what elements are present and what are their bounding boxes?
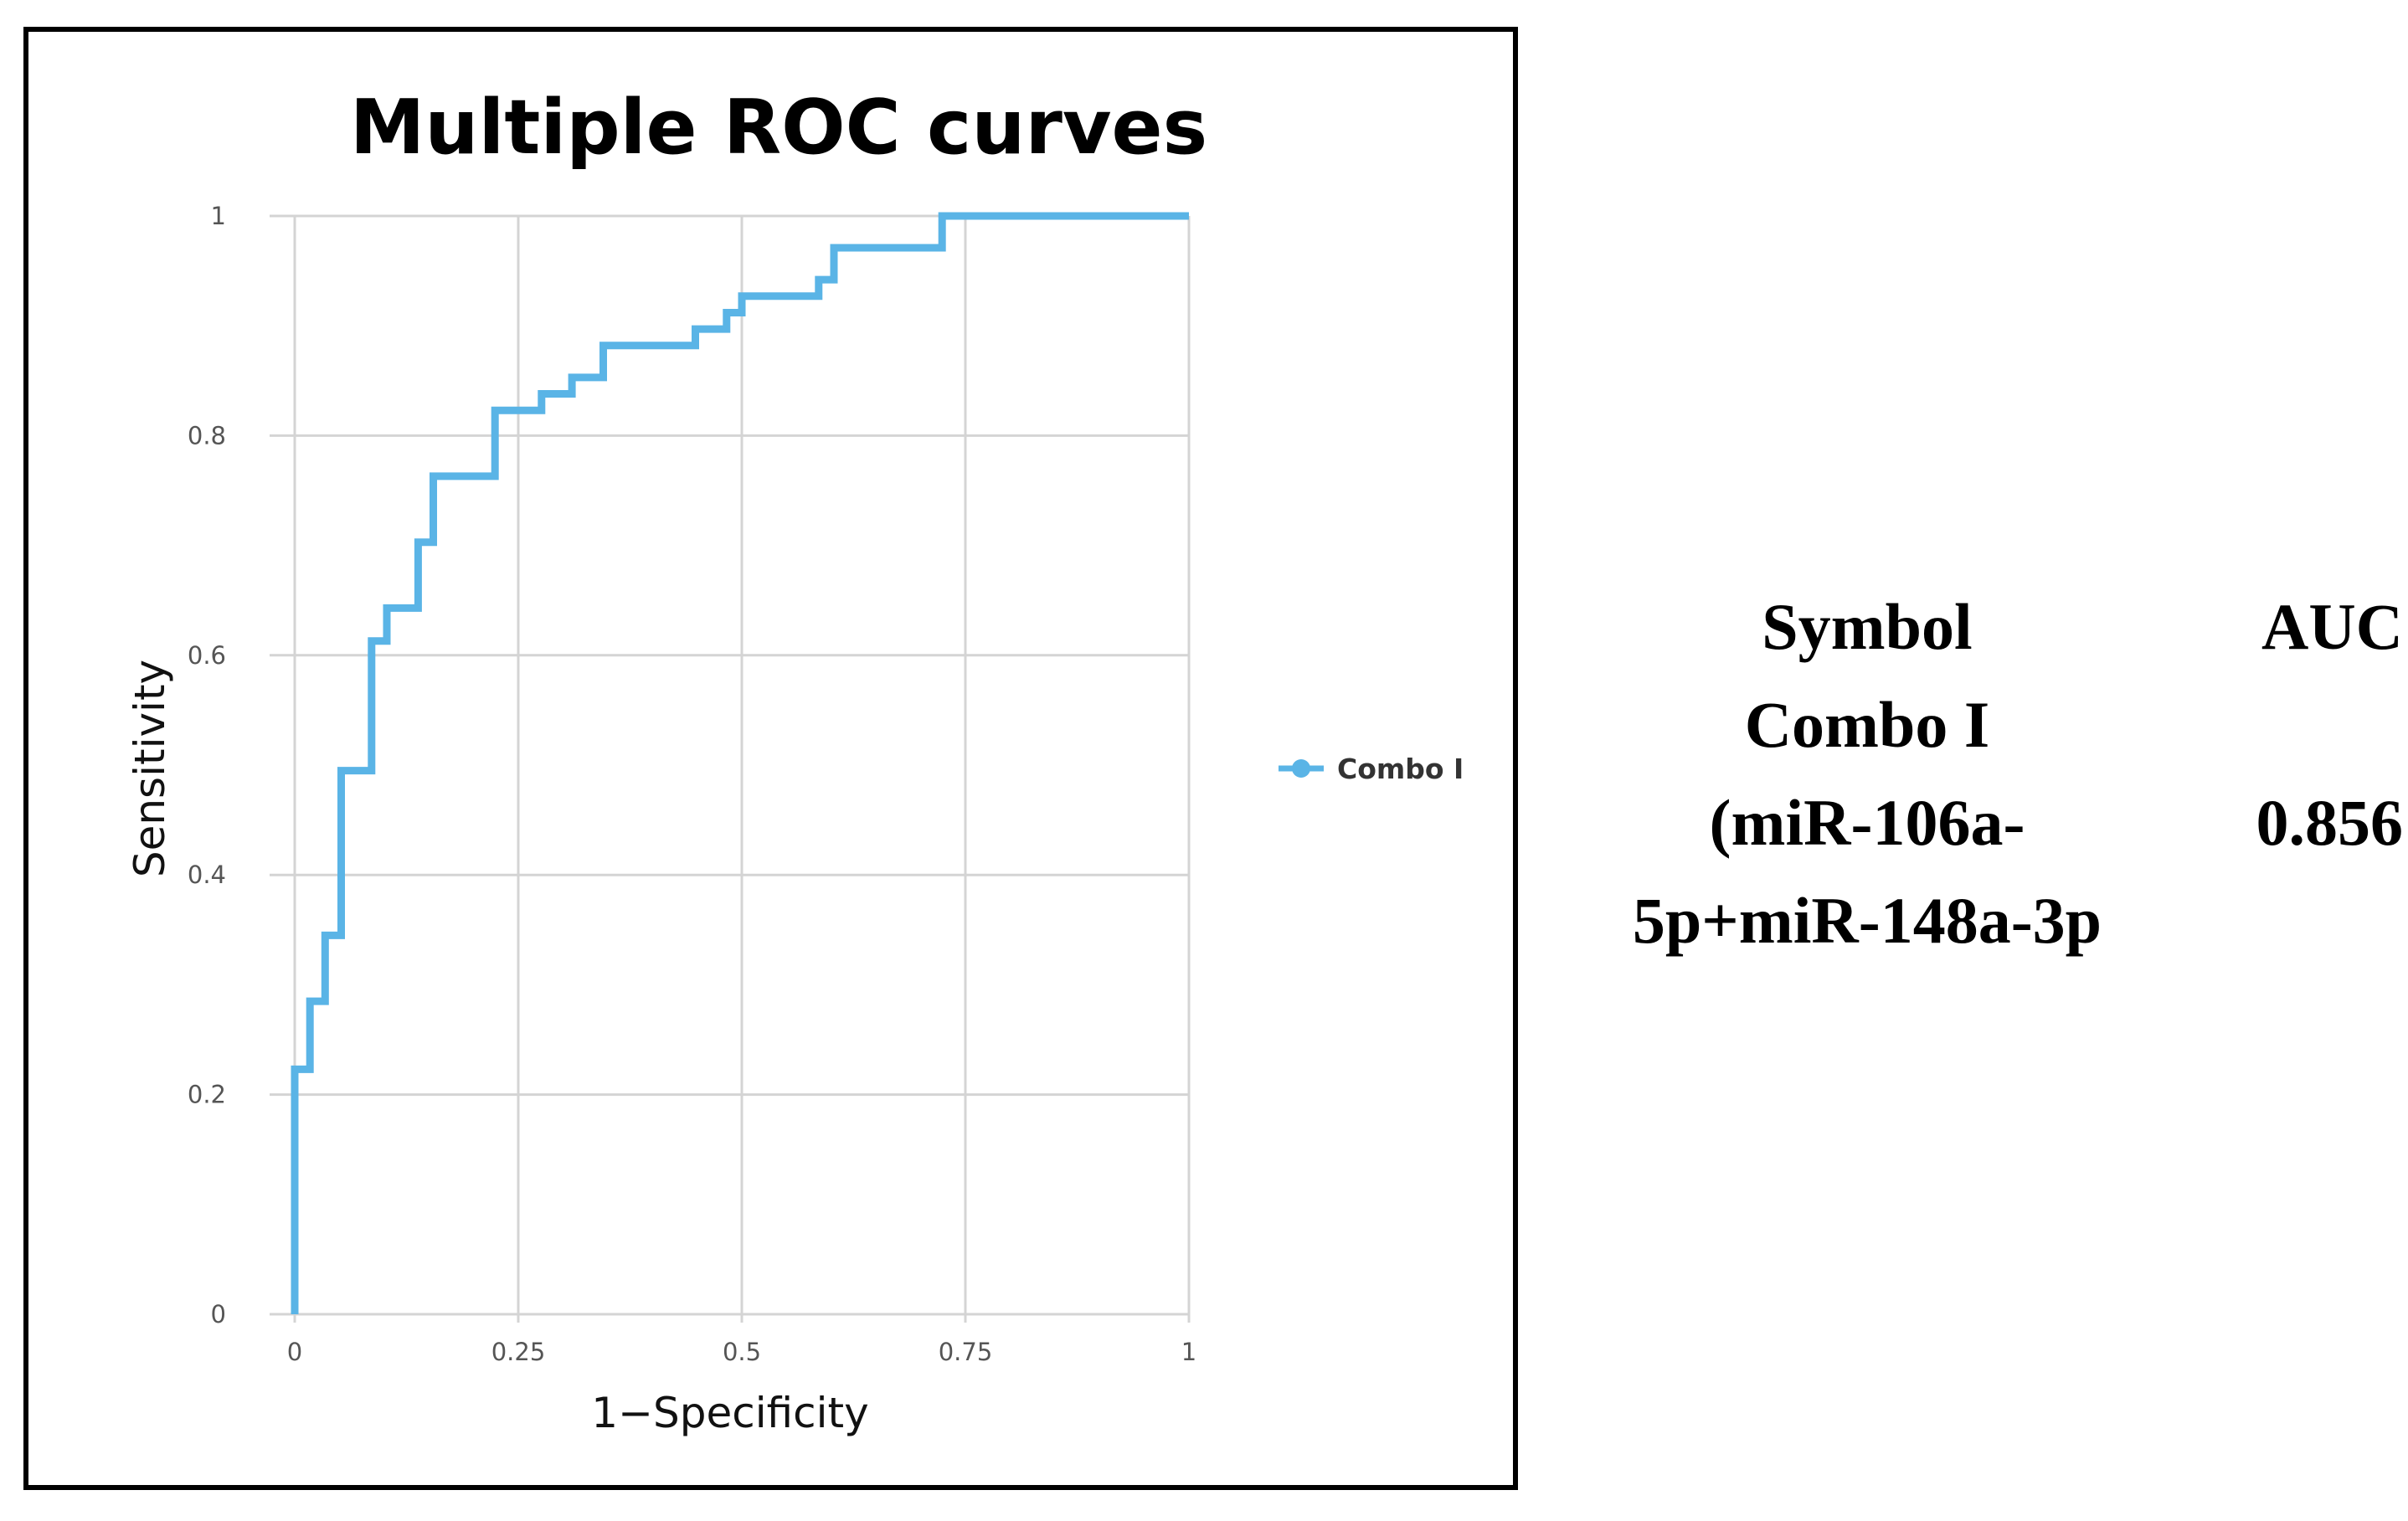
x-tick-label-4: 1 (1181, 1338, 1196, 1366)
y-axis-title: Sensitivity (126, 660, 174, 877)
roc-chart-panel: Multiple ROC curves 0 0.25 0.5 0.75 1 0 0.2 0.4… (23, 27, 1518, 1490)
legend-label-combo-i: Combo I (1337, 753, 1464, 785)
symbol-detail-line-1: (miR-106a- (1709, 786, 2025, 859)
x-axis-title: 1−Specificity (591, 1389, 868, 1437)
auc-table: Symbol Combo I (miR-106a- 5p+miR-148a-3p… (1574, 578, 2403, 971)
auc-value: 0.856 (2256, 786, 2404, 859)
y-tick-label-1: 0.2 (188, 1081, 226, 1109)
y-tick-label-5: 1 (211, 202, 226, 230)
symbol-name: Combo I (1744, 688, 1990, 761)
tick-labels: 0 0.25 0.5 0.75 1 0 0.2 0.4 0.6 0.8 1 (188, 202, 1196, 1366)
x-tick-label-2: 0.5 (723, 1338, 761, 1366)
roc-chart: Multiple ROC curves 0 0.25 0.5 0.75 1 0 0.2 0.4… (126, 84, 1464, 1437)
y-tick-label-0: 0 (211, 1300, 226, 1328)
y-tick-label-4: 0.8 (188, 421, 226, 450)
auc-header: AUC (2261, 590, 2403, 663)
x-tick-label-0: 0 (287, 1338, 302, 1366)
legend-marker-combo-i (1292, 759, 1310, 778)
y-tick-label-2: 0.4 (188, 861, 226, 889)
grid (270, 214, 1191, 1323)
legend: Combo I (1279, 753, 1464, 785)
symbol-column: Symbol Combo I (miR-106a- 5p+miR-148a-3p (1574, 578, 2160, 969)
x-tick-label-1: 0.25 (491, 1338, 546, 1366)
symbol-detail-line-2: 5p+miR-148a-3p (1632, 884, 2102, 957)
auc-column: AUC 0.856 (2227, 578, 2404, 871)
y-tick-label-3: 0.6 (188, 641, 226, 670)
series-layer (291, 212, 1189, 1314)
x-tick-label-3: 0.75 (939, 1338, 993, 1366)
series-line-combo-i (291, 212, 1189, 1314)
symbol-header: Symbol (1762, 590, 1973, 663)
chart-title: Multiple ROC curves (350, 84, 1207, 172)
